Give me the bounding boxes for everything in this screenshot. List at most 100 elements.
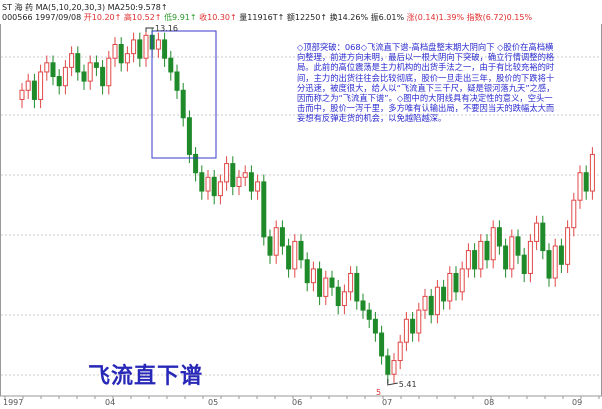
candle-body xyxy=(162,39,168,59)
candle-body xyxy=(112,43,118,59)
candle-body xyxy=(100,66,106,87)
candle-body xyxy=(583,172,589,192)
candle-body xyxy=(552,245,558,279)
stock-title-line: ST 海 药 MA(5,10,20,30,3) MA250:9.578↑ xyxy=(2,3,168,12)
candle-body xyxy=(131,39,137,55)
candle-body xyxy=(317,268,323,297)
candle-body xyxy=(31,80,37,100)
high-price-label: 13.16 xyxy=(155,24,178,33)
x-tick-label: 07 xyxy=(382,398,393,407)
high-marker-line xyxy=(145,27,154,32)
candle-body xyxy=(447,272,453,302)
candle-body xyxy=(546,250,552,279)
candle-body xyxy=(428,295,434,316)
candle-body xyxy=(416,309,422,334)
candle-body xyxy=(248,172,254,192)
candle-body xyxy=(279,227,285,247)
candle-body xyxy=(44,62,50,73)
candle-body xyxy=(217,181,223,197)
candle-body xyxy=(515,236,521,256)
candle-body xyxy=(186,117,192,155)
candle-body xyxy=(478,240,484,270)
candle-body xyxy=(577,172,583,201)
low-price-label: 5.41 xyxy=(399,380,417,389)
candle-body xyxy=(118,43,124,64)
amount-value: 额12250↑ xyxy=(286,13,328,22)
candle-body xyxy=(38,71,44,100)
low-marker-line xyxy=(387,378,398,386)
x-tick-label: 08 xyxy=(484,398,495,407)
candle-body xyxy=(137,39,143,59)
candle-body xyxy=(565,227,571,265)
candle-body xyxy=(379,332,385,357)
highlight-box xyxy=(151,30,217,159)
candle-body xyxy=(323,277,329,297)
candle-body xyxy=(230,163,236,187)
candle-body xyxy=(62,66,68,87)
candle-body xyxy=(484,240,490,261)
candle-body xyxy=(441,286,447,302)
candle-body xyxy=(286,245,292,270)
candle-body xyxy=(354,272,360,302)
volume-value: 量11916T↑ xyxy=(239,13,285,22)
candle-body xyxy=(534,222,540,242)
candle-body xyxy=(25,80,31,91)
candle-body xyxy=(403,318,409,343)
candle-body xyxy=(472,250,478,270)
code-date: 000566 1997/09/08 xyxy=(2,13,82,22)
open-value: 开10.20↑ xyxy=(83,13,122,22)
candle-body xyxy=(329,277,335,288)
x-tick-label: 1997 xyxy=(3,398,24,407)
candle-body xyxy=(540,222,546,252)
annotation-note: ◇顶部突破：068◇飞流直下谱-高档盘整末期大阴向下 ◇股价在高档横向整理，前进… xyxy=(297,42,555,124)
candle-body xyxy=(348,272,354,293)
candle-body xyxy=(490,227,496,261)
candle-body xyxy=(224,163,230,183)
candle-body xyxy=(434,286,440,316)
candle-body xyxy=(56,76,62,87)
candle-body xyxy=(242,172,248,178)
quote-line: 000566 1997/09/08 开10.20↑ 高10.52↑ 低9.91↑… xyxy=(2,12,532,23)
candle-body xyxy=(372,318,378,334)
candle-body xyxy=(180,89,186,119)
candle-body xyxy=(335,286,341,307)
candle-body xyxy=(341,291,347,307)
x-tick-label: 09 xyxy=(572,398,583,407)
candle-body xyxy=(465,250,471,270)
candle-body xyxy=(106,57,112,87)
candle-body xyxy=(69,53,75,68)
candle-body xyxy=(589,153,595,192)
candle-body xyxy=(453,272,459,293)
candle-body xyxy=(273,227,279,256)
high-value: 高10.52↑ xyxy=(123,13,162,22)
candle-body xyxy=(267,236,273,256)
index-value: 指数(6.72)0.15% xyxy=(466,13,533,22)
candle-body xyxy=(168,57,174,73)
candle-body xyxy=(236,176,242,187)
candle-body xyxy=(310,268,316,284)
x-tick-label: 05 xyxy=(208,398,219,407)
candle-body xyxy=(211,176,217,197)
x-tick-label: 06 xyxy=(292,398,303,407)
close-value: 收10.30↑ xyxy=(199,13,237,22)
candle-body xyxy=(87,62,93,82)
candle-body xyxy=(124,53,130,64)
candle-body xyxy=(81,71,87,82)
candle-body xyxy=(509,236,515,270)
candle-body xyxy=(385,355,391,375)
candle-body xyxy=(19,89,25,100)
candle-body xyxy=(410,318,416,334)
candle-body xyxy=(174,71,180,91)
turnover-value: 换14.26% xyxy=(329,13,369,22)
candle-body xyxy=(571,199,577,229)
candle-body xyxy=(93,62,99,68)
month-marker: 5 xyxy=(376,388,381,397)
candle-body xyxy=(292,240,298,270)
candle-body xyxy=(503,245,509,270)
candle-body xyxy=(75,53,81,73)
candle-body xyxy=(360,300,366,311)
candle-body xyxy=(391,360,397,375)
candle-body xyxy=(397,341,403,362)
change-value: 涨(0.14)1.39% xyxy=(406,13,465,22)
